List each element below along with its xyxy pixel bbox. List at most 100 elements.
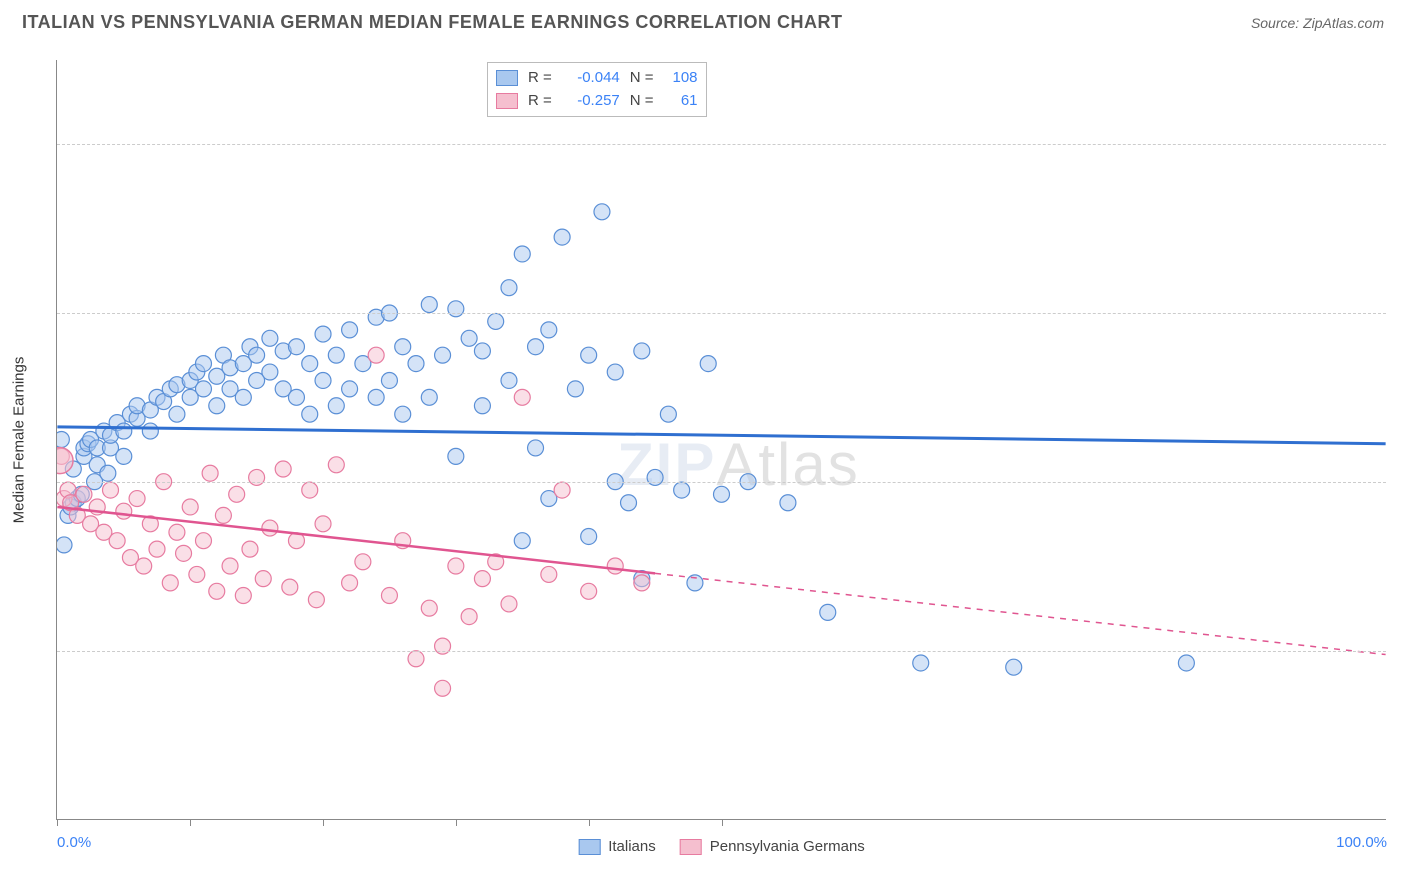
scatter-point	[581, 347, 597, 363]
scatter-point	[567, 381, 583, 397]
scatter-point	[282, 579, 298, 595]
scatter-point	[315, 516, 331, 532]
scatter-point	[607, 558, 623, 574]
scatter-point	[421, 389, 437, 405]
scatter-point	[182, 499, 198, 515]
scatter-point	[501, 596, 517, 612]
scatter-point	[355, 554, 371, 570]
scatter-point	[621, 495, 637, 511]
scatter-point	[242, 541, 258, 557]
scatter-point	[448, 301, 464, 317]
scatter-point	[514, 533, 530, 549]
scatter-point	[368, 389, 384, 405]
scatter-point	[528, 440, 544, 456]
scatter-point	[275, 461, 291, 477]
legend-swatch	[578, 839, 600, 855]
header: ITALIAN VS PENNSYLVANIA GERMAN MEDIAN FE…	[0, 0, 1406, 41]
scatter-point	[435, 347, 451, 363]
x-tick	[190, 819, 191, 826]
scatter-point	[109, 533, 125, 549]
scatter-point	[700, 356, 716, 372]
scatter-point	[381, 372, 397, 388]
chart-svg	[57, 60, 1386, 819]
scatter-point	[142, 423, 158, 439]
stat-label-r: R =	[528, 90, 552, 113]
stat-value-n: 61	[664, 90, 698, 113]
scatter-point	[136, 558, 152, 574]
scatter-point	[501, 372, 517, 388]
legend-swatch	[496, 93, 518, 109]
scatter-point	[474, 571, 490, 587]
x-tick-label: 100.0%	[1336, 834, 1387, 851]
scatter-point	[308, 592, 324, 608]
legend-label: Pennsylvania Germans	[710, 838, 865, 855]
scatter-point	[209, 398, 225, 414]
gridline	[57, 313, 1386, 314]
scatter-point	[209, 583, 225, 599]
scatter-point	[100, 465, 116, 481]
scatter-point	[202, 465, 218, 481]
scatter-point	[660, 406, 676, 422]
chart-title: ITALIAN VS PENNSYLVANIA GERMAN MEDIAN FE…	[22, 12, 843, 33]
y-axis-title: Median Female Earnings	[11, 356, 28, 523]
scatter-point	[189, 566, 205, 582]
scatter-point	[514, 389, 530, 405]
scatter-point	[302, 356, 318, 372]
scatter-point	[116, 448, 132, 464]
plot-region: Median Female Earnings ZIPAtlas R =-0.04…	[56, 60, 1386, 820]
scatter-point	[255, 571, 271, 587]
scatter-point	[1178, 655, 1194, 671]
scatter-point	[581, 583, 597, 599]
scatter-point	[594, 204, 610, 220]
scatter-point	[820, 604, 836, 620]
scatter-point	[381, 588, 397, 604]
scatter-point	[913, 655, 929, 671]
scatter-point	[235, 389, 251, 405]
scatter-point	[342, 575, 358, 591]
scatter-point	[195, 533, 211, 549]
scatter-point	[328, 398, 344, 414]
scatter-point	[634, 575, 650, 591]
scatter-point	[634, 343, 650, 359]
stat-label-r: R =	[528, 67, 552, 90]
scatter-point	[222, 558, 238, 574]
gridline	[57, 144, 1386, 145]
stats-legend-row: R =-0.044N =108	[496, 67, 698, 90]
legend-swatch	[680, 839, 702, 855]
scatter-point	[162, 575, 178, 591]
stat-value-r: -0.257	[562, 90, 620, 113]
scatter-point	[421, 600, 437, 616]
stat-value-n: 108	[664, 67, 698, 90]
scatter-point	[262, 520, 278, 536]
scatter-point	[176, 545, 192, 561]
stats-legend: R =-0.044N =108R =-0.257N =61	[487, 62, 707, 117]
scatter-point	[249, 347, 265, 363]
scatter-point	[448, 558, 464, 574]
x-tick	[722, 819, 723, 826]
scatter-point	[195, 381, 211, 397]
stat-value-r: -0.044	[562, 67, 620, 90]
scatter-point	[129, 491, 145, 507]
scatter-point	[76, 486, 92, 502]
scatter-point	[474, 398, 490, 414]
regression-line	[57, 427, 1385, 444]
scatter-point	[215, 507, 231, 523]
scatter-point	[342, 322, 358, 338]
scatter-point	[288, 389, 304, 405]
scatter-point	[474, 343, 490, 359]
legend-swatch	[496, 70, 518, 86]
scatter-point	[368, 347, 384, 363]
scatter-point	[195, 356, 211, 372]
scatter-point	[57, 537, 72, 553]
chart-container: ITALIAN VS PENNSYLVANIA GERMAN MEDIAN FE…	[0, 0, 1406, 892]
regression-line-dashed	[655, 573, 1386, 654]
gridline	[57, 651, 1386, 652]
scatter-point	[448, 448, 464, 464]
legend-item: Pennsylvania Germans	[680, 838, 865, 855]
scatter-point	[315, 326, 331, 342]
scatter-point	[554, 482, 570, 498]
source-attribution: Source: ZipAtlas.com	[1251, 15, 1384, 31]
scatter-point	[395, 406, 411, 422]
scatter-point	[328, 347, 344, 363]
scatter-point	[328, 457, 344, 473]
